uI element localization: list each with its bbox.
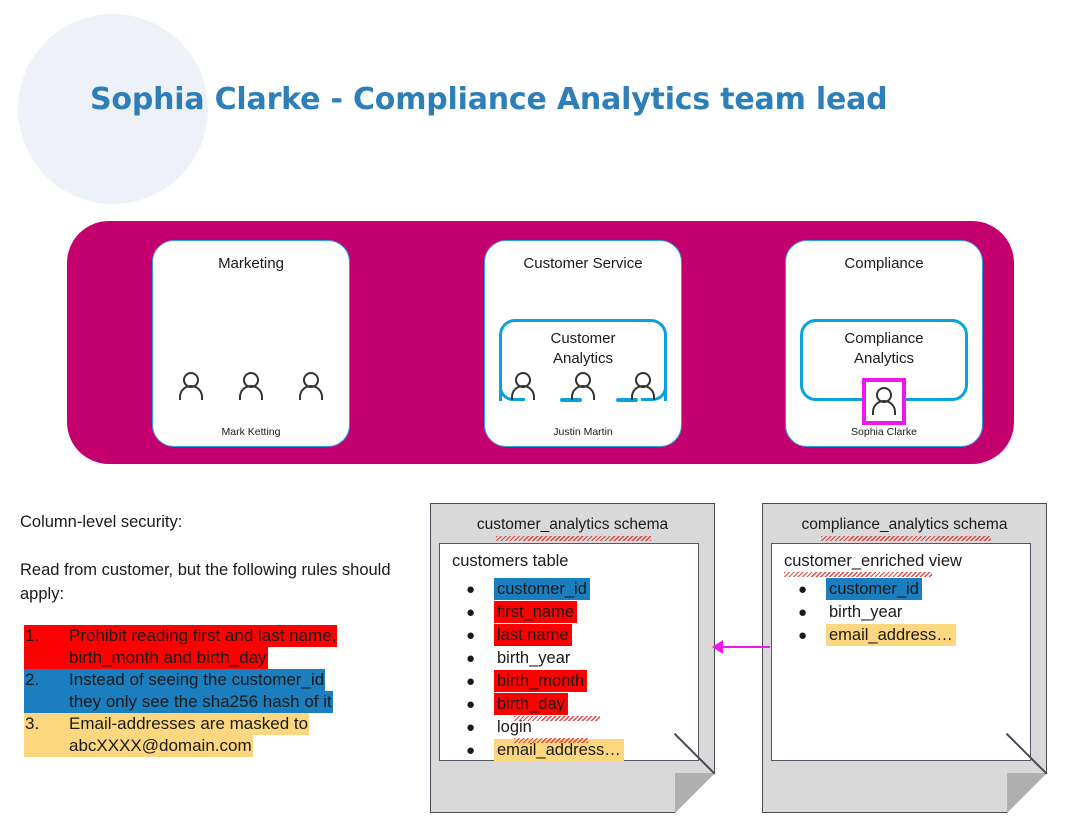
connector-line [722, 646, 770, 648]
connector-dash [616, 398, 638, 402]
document-object-title: customer_enriched view [784, 552, 962, 570]
department-card-marketing[interactable]: Marketing Mark Ketting [152, 240, 350, 447]
spellcheck-underline [821, 536, 991, 541]
document-object-title: customers table [452, 552, 569, 570]
field-list: ● customer_id ● first_name ● last name ● bir… [466, 578, 624, 762]
rule-number: 1. [24, 625, 68, 669]
document-inner-panel: customers table ● customer_id ● first_name… [439, 543, 699, 761]
field-name: birth_year [829, 603, 903, 621]
person-icon [174, 370, 208, 404]
bullet-icon: ● [798, 604, 808, 621]
rule-number: 2. [24, 669, 68, 713]
field-row: ● customer_id [466, 578, 624, 601]
person-icon [234, 370, 268, 404]
department-title: Marketing [218, 255, 284, 272]
bullet-icon: ● [466, 742, 476, 759]
field-name: birth_day [494, 693, 568, 715]
department-person-name: Mark Ketting [221, 426, 281, 438]
spellcheck-underline [514, 716, 600, 721]
bullet-icon: ● [466, 696, 476, 713]
bullet-icon: ● [798, 627, 808, 644]
field-row: ● birth_year [466, 647, 624, 670]
department-card-compliance[interactable]: Compliance Compliance Analytics Sophia C… [785, 240, 983, 447]
document-customer-analytics[interactable]: customer_analytics schema customers tabl… [430, 503, 716, 813]
field-row: ● customer_id [798, 578, 956, 601]
person-icon [506, 370, 540, 404]
field-row: ● birth_month [466, 670, 624, 693]
department-title: Compliance [844, 255, 924, 272]
field-name: birth_year [497, 649, 571, 667]
rule-item: 2. Instead of seeing the customer_id the… [24, 669, 399, 713]
field-row: ● email_address… [466, 739, 624, 762]
rule-number: 3. [24, 713, 68, 757]
field-name: email_address… [494, 739, 624, 761]
field-name: customer_id [494, 578, 590, 600]
document-schema-title: compliance_analytics schema [801, 516, 1008, 533]
field-row: ● last name [466, 624, 624, 647]
rule-text: Email-addresses are masked to abcXXXX@do… [68, 713, 310, 757]
department-card-customer-service[interactable]: Customer Service Customer Analytics [484, 240, 682, 447]
rule-text: Instead of seeing the customer_id they o… [68, 669, 333, 713]
department-title: Customer Service [523, 255, 643, 272]
bullet-icon: ● [466, 604, 476, 621]
document-schema-title: customer_analytics schema [476, 516, 669, 533]
field-row: ● login [466, 716, 624, 739]
highlighted-person-icon[interactable] [862, 378, 906, 425]
department-person-name: Sophia Clarke [851, 426, 917, 438]
field-row: ● first_name [466, 601, 624, 624]
bullet-icon: ● [466, 581, 476, 598]
rule-item: 3. Email-addresses are masked to abcXXXX… [24, 713, 399, 757]
rule-item: 1. Prohibit reading first and last name,… [24, 625, 399, 669]
connector-arrowhead-icon [712, 640, 723, 654]
analytics-group-label: Compliance Analytics [844, 330, 924, 367]
spellcheck-underline [496, 536, 651, 541]
field-name: login [497, 718, 532, 736]
person-icon [294, 370, 328, 404]
bullet-icon: ● [798, 581, 808, 598]
spellcheck-underline [784, 572, 932, 577]
decorative-circle [18, 14, 208, 204]
document-inner-panel: customer_enriched view ● customer_id ● bir… [771, 543, 1031, 761]
field-name: first_name [494, 601, 578, 623]
analytics-group-box: Customer Analytics [499, 319, 667, 401]
notes-intro: Read from customer, but the following ru… [20, 561, 391, 603]
bullet-icon: ● [466, 650, 476, 667]
department-person-name: Justin Martin [553, 426, 613, 438]
spellcheck-underline [514, 738, 588, 743]
bullet-icon: ● [466, 673, 476, 690]
field-list: ● customer_id ● birth_year ● email_address… [798, 578, 956, 647]
document-compliance-analytics[interactable]: compliance_analytics schema customer_enr… [762, 503, 1048, 813]
rule-text: Prohibit reading first and last name, bi… [68, 625, 338, 669]
bullet-icon: ● [466, 627, 476, 644]
field-row: ● birth_year [798, 601, 956, 624]
field-row: ● birth_day [466, 693, 624, 716]
page-title: Sophia Clarke - Compliance Analytics tea… [90, 82, 888, 117]
rules-list: 1. Prohibit reading first and last name,… [24, 625, 399, 757]
analytics-group-label: Customer Analytics [550, 330, 616, 367]
bullet-icon: ● [466, 719, 476, 736]
page-fold-triangle [1007, 773, 1047, 813]
field-name: customer_id [826, 578, 922, 600]
person-icon [566, 370, 600, 404]
field-row: ● email_address… [798, 624, 956, 647]
field-name: birth_month [494, 670, 588, 692]
page-fold-triangle [675, 773, 715, 813]
person-icon [626, 370, 660, 404]
field-name: email_address… [826, 624, 956, 646]
notes-heading: Column-level security: [20, 513, 183, 531]
field-name: last name [494, 624, 572, 646]
